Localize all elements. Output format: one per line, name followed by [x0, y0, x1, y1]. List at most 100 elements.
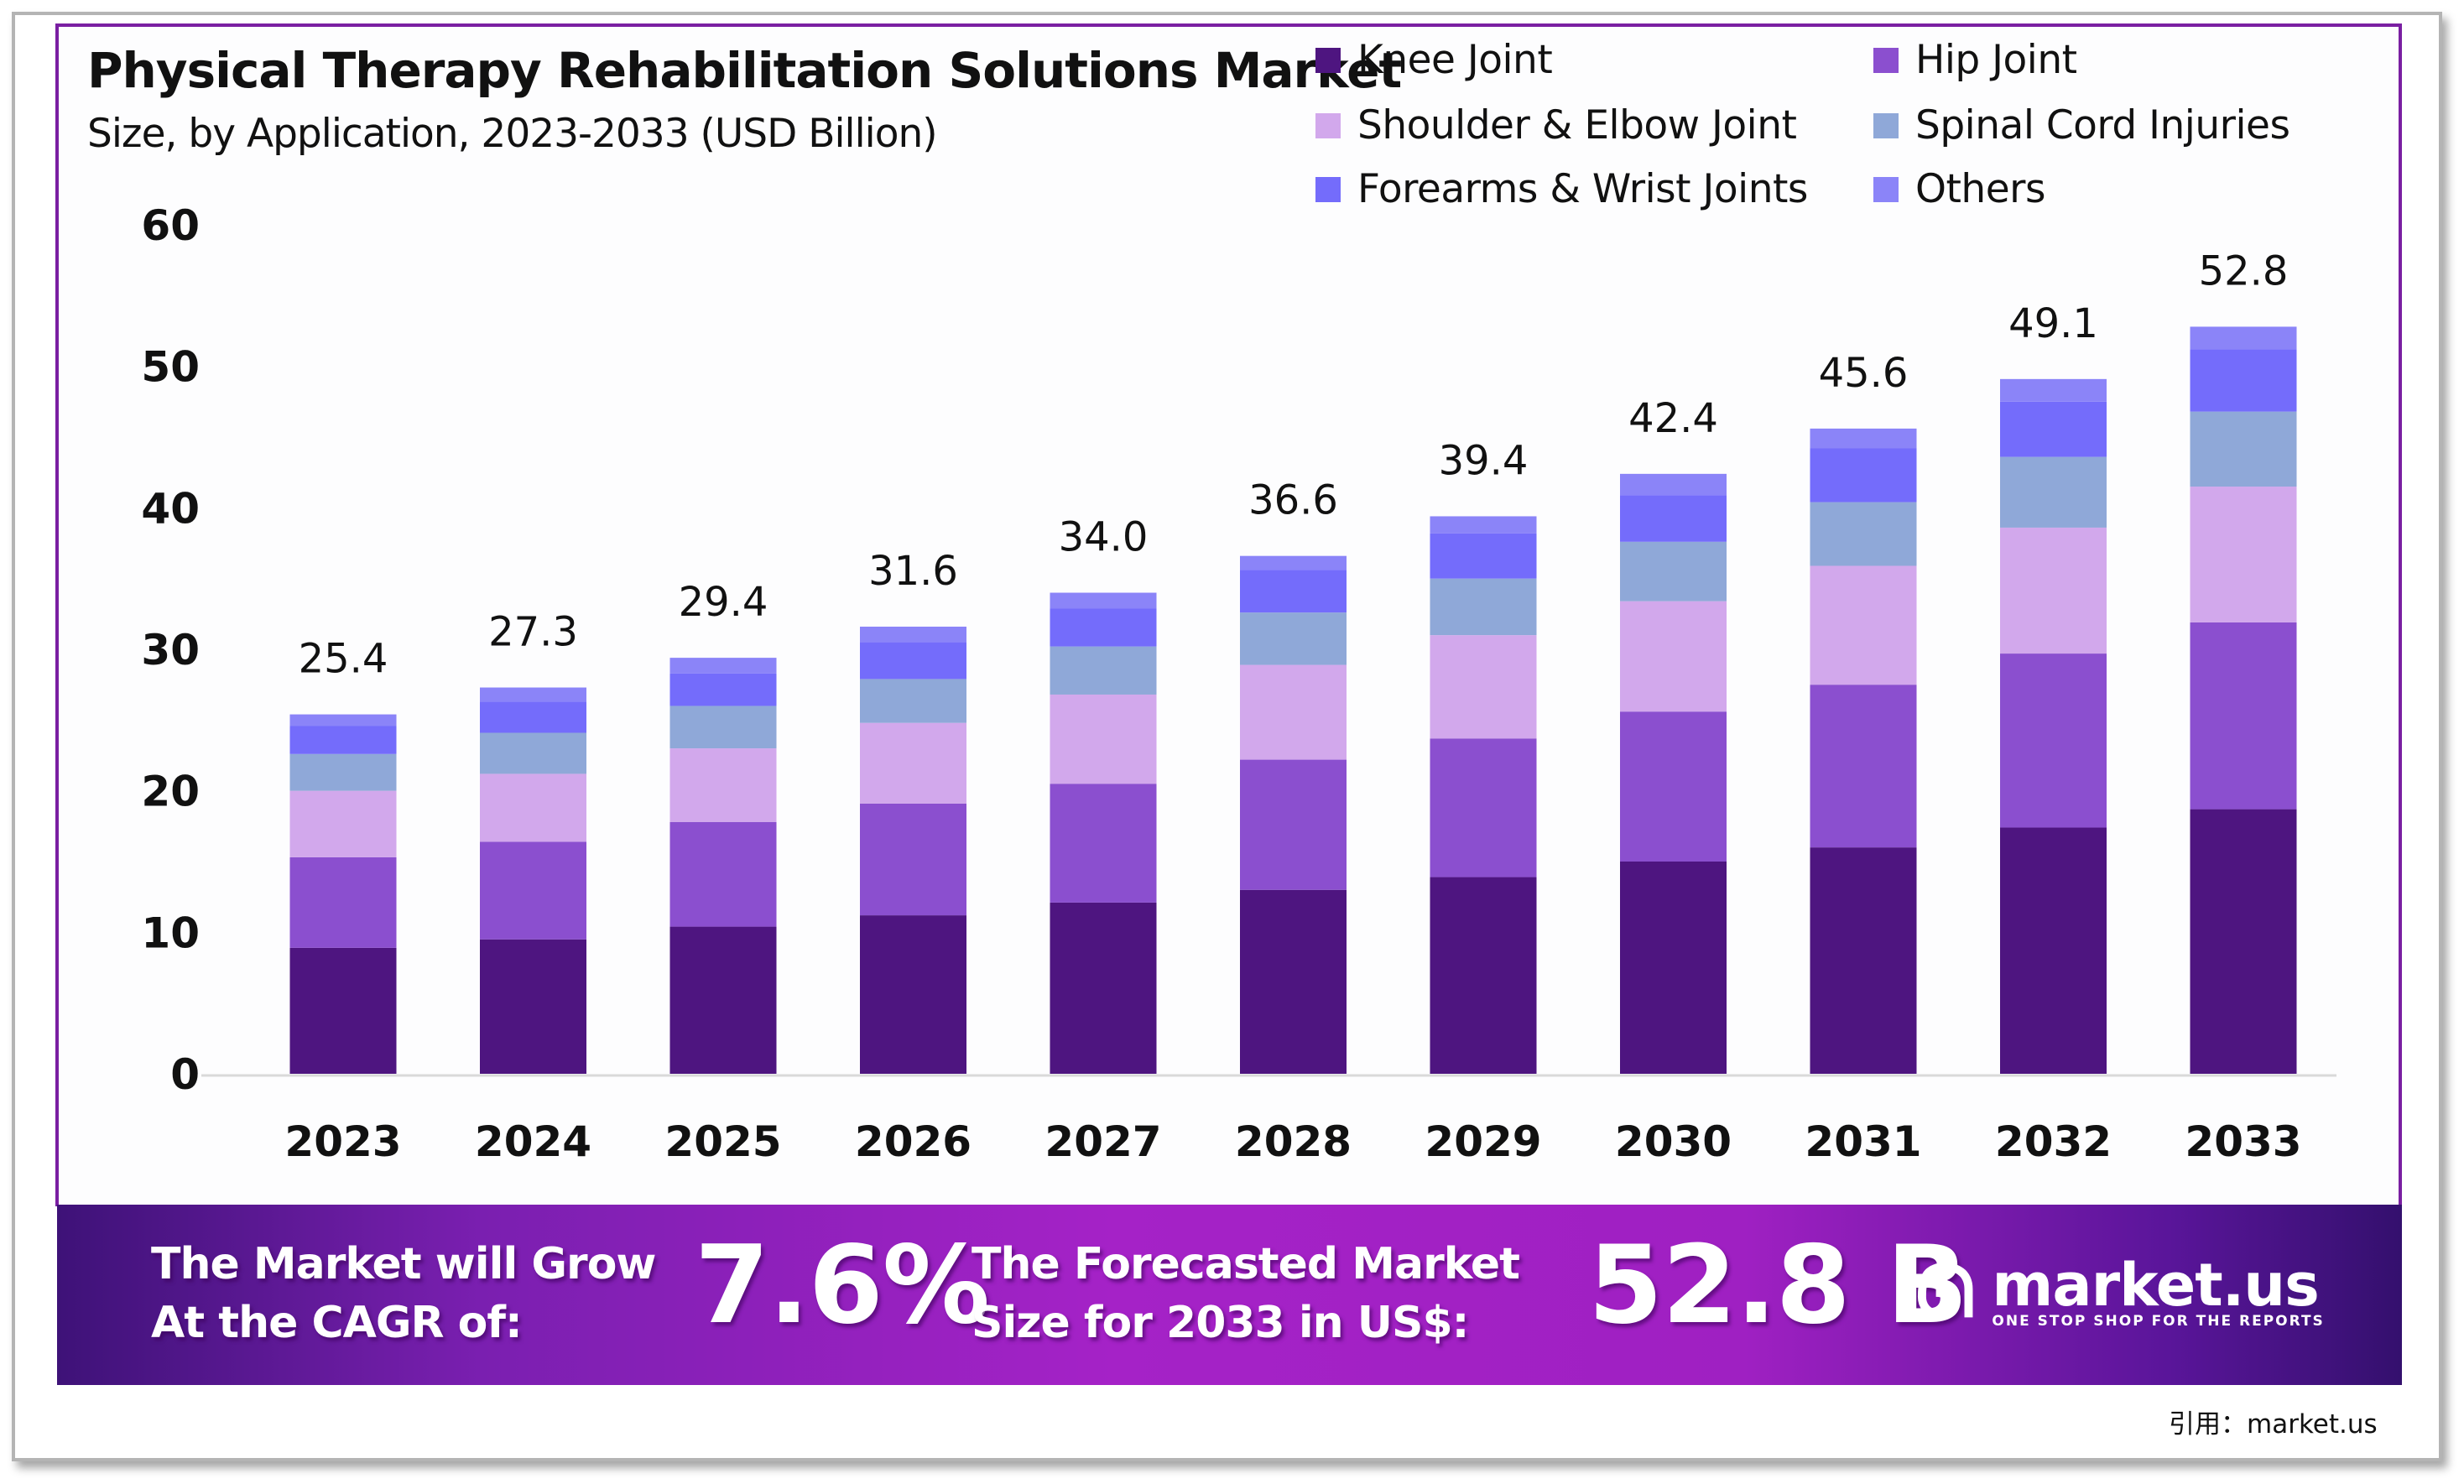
bar-stack-2029: [1430, 516, 1537, 1074]
bar-total-label: 49.1: [2008, 300, 2098, 347]
y-axis: 0 10 20 30 40 50 60: [141, 201, 200, 1099]
bar-segment-hip-joint: [1050, 784, 1157, 903]
x-tick-label: 2027: [1044, 1117, 1161, 1166]
bar-segment-forearms-wrist-joints: [289, 726, 397, 754]
y-tick-label: 60: [141, 201, 200, 250]
bar-stack-2033: [2190, 326, 2297, 1074]
x-tick-label: 2029: [1425, 1117, 1541, 1166]
bar-segment-knee-joint: [860, 915, 966, 1074]
bar-segment-shoulder-elbow-joint: [1620, 601, 1727, 712]
forecast-caption-line2: Size for 2033 in US$:: [972, 1298, 1469, 1348]
cagr-caption-line1: The Market will Grow: [151, 1239, 656, 1289]
bar-segment-hip-joint: [1620, 711, 1727, 862]
bar-segment-forearms-wrist-joints: [1430, 533, 1537, 579]
bar-segment-shoulder-elbow-joint: [1430, 635, 1537, 739]
bar-segment-spinal-cord-injuries: [2190, 411, 2297, 487]
legend-item-forearms-wrist-joints: Forearms & Wrist Joints: [1315, 166, 1808, 212]
legend-item-knee-joint: Knee Joint: [1315, 37, 1553, 83]
logo-name: market.us: [1992, 1250, 2319, 1320]
bar-segment-others: [480, 687, 586, 702]
bar-segment-knee-joint: [1620, 862, 1727, 1074]
bar-segment-forearms-wrist-joints: [2190, 349, 2297, 412]
logo-text: market.us ONE STOP SHOP FOR THE REPORTS: [1992, 1250, 2325, 1330]
bar-segment-others: [2190, 326, 2297, 350]
forecast-value: 52.8 B: [1588, 1223, 1968, 1348]
bar-stack-2030: [1620, 473, 1727, 1074]
bar-segment-hip-joint: [2190, 622, 2297, 810]
bar-segment-spinal-cord-injuries: [860, 679, 966, 723]
x-tick-label: 2023: [284, 1117, 401, 1166]
y-tick-label: 10: [141, 909, 200, 957]
bar-segment-hip-joint: [1430, 738, 1537, 877]
y-tick-label: 20: [141, 768, 200, 816]
bar-total-label: 36.6: [1248, 477, 1338, 524]
bar-segment-others: [1240, 555, 1347, 570]
cagr-caption: The Market will Grow At the CAGR of:: [151, 1235, 656, 1352]
bar-segment-forearms-wrist-joints: [1810, 448, 1917, 502]
bar-segment-others: [2000, 378, 2107, 402]
bar-segment-others: [1050, 592, 1157, 609]
logo-tagline: ONE STOP SHOP FOR THE REPORTS: [1992, 1312, 2325, 1330]
bar-segment-spinal-cord-injuries: [480, 732, 586, 774]
bar-segment-forearms-wrist-joints: [669, 673, 777, 706]
bar-segment-knee-joint: [2190, 809, 2297, 1074]
x-tick-label: 2025: [664, 1117, 781, 1166]
bar-stack-2028: [1240, 555, 1347, 1074]
bar-segment-spinal-cord-injuries: [289, 753, 397, 791]
bar-segment-others: [1620, 473, 1727, 496]
bar-total-label: 25.4: [299, 636, 388, 683]
bar-segment-knee-joint: [1810, 847, 1917, 1074]
bar-segment-hip-joint: [480, 841, 586, 940]
bar-stack-2027: [1050, 592, 1157, 1074]
x-axis: 2023 2024 2025 2026 2027 2028 2029 2030 2031 2032…: [201, 1074, 2336, 1166]
cagr-value: 7.6%: [695, 1223, 990, 1348]
forecast-caption-line1: The Forecasted Market: [972, 1239, 1520, 1289]
chart-subtitle: Size, by Application, 2023-2033 (USD Bil…: [87, 111, 938, 157]
chart-title: Physical Therapy Rehabilitation Solution…: [87, 42, 1402, 99]
bar-segment-others: [860, 627, 966, 643]
legend-label: Knee Joint: [1357, 37, 1553, 83]
bar-segment-shoulder-elbow-joint: [480, 773, 586, 842]
legend-swatch: [1873, 112, 1899, 138]
bar-segment-others: [1430, 516, 1537, 534]
legend-swatch: [1315, 47, 1341, 73]
bar-segment-knee-joint: [480, 939, 586, 1074]
x-tick-label: 2028: [1235, 1117, 1352, 1166]
bar-segment-hip-joint: [2000, 653, 2107, 828]
legend-swatch: [1315, 176, 1341, 202]
bar-segment-knee-joint: [289, 947, 397, 1074]
bar-segment-shoulder-elbow-joint: [669, 748, 777, 822]
bar-segment-shoulder-elbow-joint: [1050, 694, 1157, 784]
bar-total-label: 29.4: [679, 579, 768, 626]
y-tick-label: 50: [141, 343, 200, 392]
bar-segment-shoulder-elbow-joint: [2190, 487, 2297, 622]
bar-segment-knee-joint: [669, 926, 777, 1074]
bar-segment-spinal-cord-injuries: [2000, 456, 2107, 528]
legend-label: Hip Joint: [1915, 37, 2077, 83]
bar-segment-hip-joint: [669, 821, 777, 927]
summary-banner: The Market will Grow At the CAGR of: 7.6…: [57, 1205, 2402, 1385]
bar-stack-2024: [480, 687, 586, 1074]
bar-stack-2023: [289, 714, 397, 1074]
x-tick-label: 2030: [1615, 1117, 1732, 1166]
bar-segment-others: [669, 658, 777, 674]
x-tick-label: 2033: [2185, 1117, 2301, 1166]
bar-segment-shoulder-elbow-joint: [2000, 527, 2107, 654]
bar-segment-spinal-cord-injuries: [1240, 612, 1347, 665]
bar-segment-spinal-cord-injuries: [1810, 502, 1917, 566]
bar-segment-hip-joint: [860, 803, 966, 916]
bar-stack-2031: [1810, 428, 1917, 1074]
bar-segment-spinal-cord-injuries: [1620, 541, 1727, 601]
legend-label: Spinal Cord Injuries: [1915, 102, 2290, 148]
bar-segment-forearms-wrist-joints: [480, 701, 586, 733]
x-tick-label: 2024: [475, 1117, 591, 1166]
legend-label: Forearms & Wrist Joints: [1357, 166, 1808, 212]
forecast-caption: The Forecasted Market Size for 2033 in U…: [972, 1235, 1520, 1352]
legend-item-spinal-cord-injuries: Spinal Cord Injuries: [1873, 102, 2290, 148]
x-tick-label: 2031: [1805, 1117, 1921, 1166]
bar-segment-spinal-cord-injuries: [669, 706, 777, 749]
bar-total-label: 27.3: [488, 609, 578, 656]
bar-stack-2026: [860, 627, 966, 1074]
legend-item-others: Others: [1873, 166, 2045, 212]
